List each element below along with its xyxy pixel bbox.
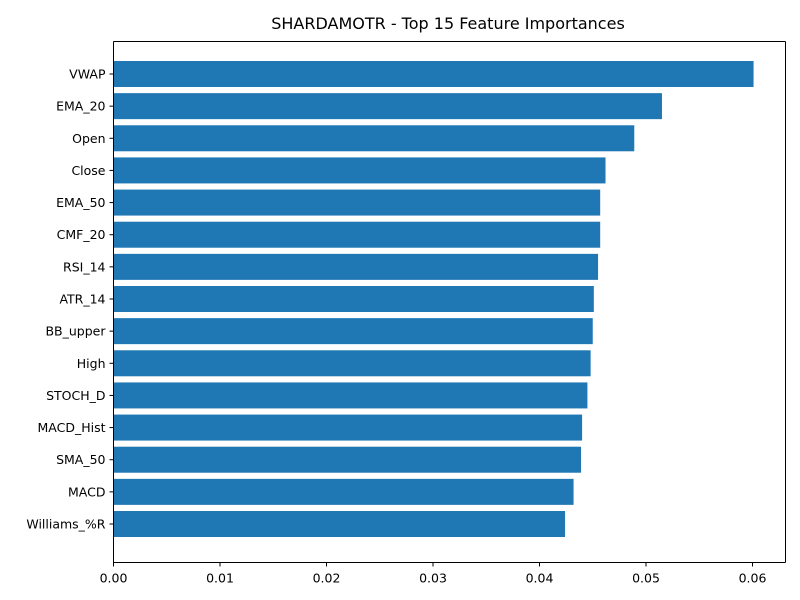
x-tick-label: 0.06 xyxy=(739,571,767,586)
y-tick-labels: VWAP EMA_20 Open Close EMA_50 CMF_20 RSI_14 ATR… xyxy=(26,67,114,532)
bar-ema-50 xyxy=(113,189,601,216)
bar-williams-r xyxy=(113,511,566,537)
bar-cmf-20 xyxy=(113,221,601,248)
x-tick-label: 0.00 xyxy=(100,571,128,586)
y-tick-label: MACD_Hist xyxy=(37,420,105,435)
y-tick-label: Williams_%R xyxy=(26,517,105,532)
bar-open xyxy=(113,125,635,152)
x-tick-label: 0.04 xyxy=(526,571,554,586)
chart-title: SHARDAMOTR - Top 15 Feature Importances xyxy=(271,14,625,33)
x-tick-label: 0.03 xyxy=(419,571,447,586)
y-tick-label: High xyxy=(77,356,106,371)
y-tick-label: STOCH_D xyxy=(46,388,105,403)
x-ticks: 0.00 0.01 0.02 0.03 0.04 0.05 0.06 xyxy=(100,562,767,586)
bar-high xyxy=(113,350,591,377)
y-tick-label: EMA_50 xyxy=(56,195,105,210)
bar-stoch-d xyxy=(113,382,588,409)
y-tick-label: MACD xyxy=(68,484,105,499)
bar-macd-hist xyxy=(113,414,583,441)
bar-close xyxy=(113,157,606,184)
x-tick-label: 0.01 xyxy=(206,571,234,586)
y-tick-label: EMA_20 xyxy=(56,99,105,114)
y-tick-label: BB_upper xyxy=(45,324,106,339)
bar-vwap xyxy=(113,61,754,87)
y-tick-label: CMF_20 xyxy=(57,227,106,242)
y-tick-label: ATR_14 xyxy=(59,292,105,307)
axis-frame xyxy=(113,41,786,563)
bar-bb-upper xyxy=(113,318,593,345)
y-tick-label: Open xyxy=(72,131,105,146)
bar-macd xyxy=(113,478,574,505)
y-tick-label: RSI_14 xyxy=(63,259,106,274)
bar-rsi-14 xyxy=(113,253,599,280)
y-tick-label: SMA_50 xyxy=(56,452,105,467)
y-tick-label: VWAP xyxy=(69,67,106,82)
bars-group xyxy=(113,61,754,537)
bar-atr-14 xyxy=(113,286,594,312)
x-tick-label: 0.02 xyxy=(313,571,341,586)
bar-sma-50 xyxy=(113,446,582,473)
bar-ema-20 xyxy=(113,93,662,120)
y-tick-label: Close xyxy=(71,163,105,178)
x-tick-label: 0.05 xyxy=(632,571,660,586)
